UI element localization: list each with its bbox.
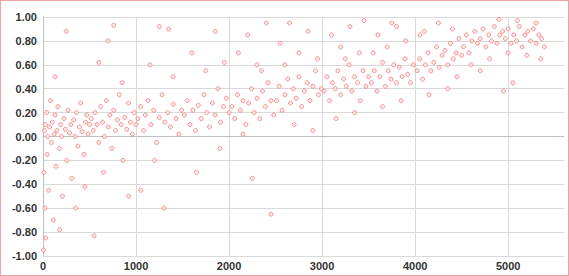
svg-text:-0.80: -0.80 xyxy=(12,226,37,238)
svg-text:4000: 4000 xyxy=(403,260,427,272)
svg-text:0.40: 0.40 xyxy=(16,83,37,95)
svg-text:0: 0 xyxy=(40,260,46,272)
svg-text:-1.00: -1.00 xyxy=(12,250,37,262)
svg-text:-0.60: -0.60 xyxy=(12,202,37,214)
svg-text:2000: 2000 xyxy=(217,260,241,272)
svg-text:-0.40: -0.40 xyxy=(12,178,37,190)
svg-text:3000: 3000 xyxy=(310,260,334,272)
svg-text:0.00: 0.00 xyxy=(16,131,37,143)
svg-text:1000: 1000 xyxy=(124,260,148,272)
svg-text:-0.20: -0.20 xyxy=(12,154,37,166)
svg-text:1.00: 1.00 xyxy=(16,11,37,23)
svg-text:5000: 5000 xyxy=(496,260,520,272)
svg-text:0.60: 0.60 xyxy=(16,59,37,71)
svg-text:0.20: 0.20 xyxy=(16,107,37,119)
svg-text:0.80: 0.80 xyxy=(16,35,37,47)
